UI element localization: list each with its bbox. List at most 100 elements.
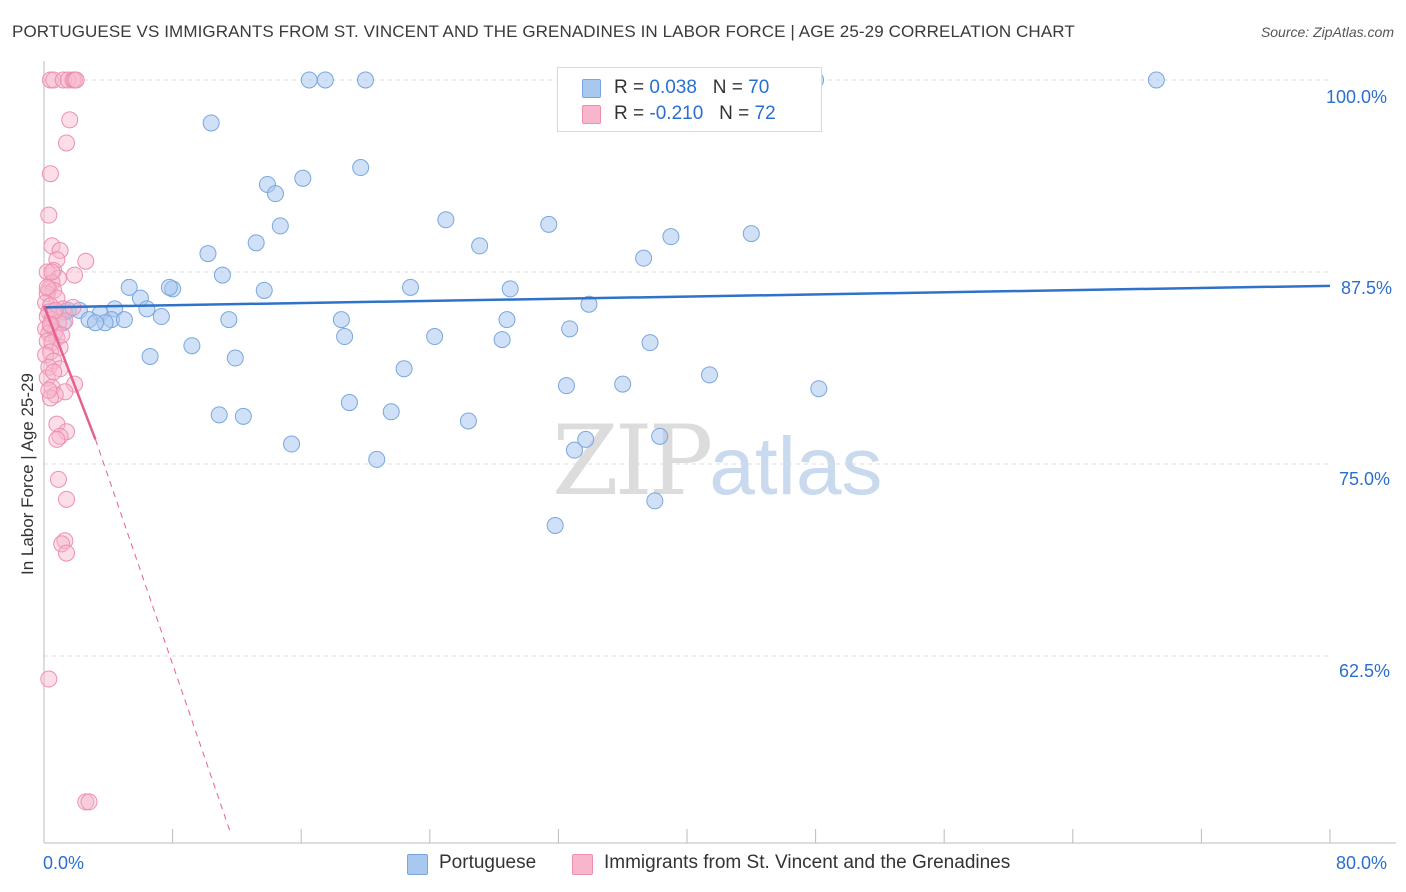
- data-point-portuguese: [247, 234, 265, 252]
- data-point-portuguese: [651, 427, 669, 445]
- data-point-portuguese: [540, 215, 558, 233]
- legend-r-value: 0.038: [649, 77, 697, 98]
- data-point-portuguese: [561, 320, 579, 338]
- y-tick-62-5: 62.5%: [1339, 661, 1391, 681]
- data-point-portuguese: [437, 211, 455, 229]
- data-point-portuguese: [368, 450, 386, 468]
- data-point-immigrants: [38, 369, 56, 387]
- data-point-portuguese: [646, 492, 664, 510]
- data-point-portuguese: [183, 337, 201, 355]
- data-point-portuguese: [565, 441, 583, 459]
- data-point-portuguese: [141, 347, 159, 365]
- data-point-portuguese: [120, 278, 138, 296]
- chart-title: PORTUGUESE VS IMMIGRANTS FROM ST. VINCEN…: [12, 22, 1075, 41]
- data-point-portuguese: [340, 394, 358, 412]
- trendline-immigrants-dashed: [94, 439, 231, 833]
- legend-swatch-pink: [582, 105, 601, 124]
- data-point-immigrants: [80, 793, 98, 811]
- data-point-portuguese: [546, 516, 564, 534]
- data-point-portuguese: [402, 278, 420, 296]
- stats-legend: R = 0.038 N = 70 R = -0.210 N = 72: [557, 67, 822, 132]
- y-tick-75: 75.0%: [1339, 469, 1391, 489]
- data-point-portuguese: [138, 300, 156, 318]
- y-axis-title: In Labor Force | Age 25-29: [18, 373, 37, 575]
- data-point-portuguese: [266, 185, 284, 203]
- data-point-portuguese: [459, 412, 477, 430]
- data-point-immigrants: [41, 165, 59, 183]
- data-point-portuguese: [635, 249, 653, 267]
- data-point-portuguese: [395, 360, 413, 378]
- data-point-portuguese: [160, 278, 178, 296]
- data-point-portuguese: [283, 435, 301, 453]
- data-point-portuguese: [210, 406, 228, 424]
- data-point-immigrants: [58, 490, 76, 508]
- trendline-portuguese: [43, 284, 1331, 309]
- data-point-portuguese: [641, 334, 659, 352]
- data-point-portuguese: [316, 71, 334, 89]
- bottom-legend-label: Immigrants from St. Vincent and the Gren…: [604, 852, 1011, 873]
- legend-r-label: R =: [614, 103, 645, 124]
- bottom-legend-swatch-blue: [407, 854, 428, 875]
- data-point-immigrants: [77, 252, 95, 270]
- data-point-immigrants: [51, 427, 69, 445]
- legend-stats-immigrants: R = -0.210 N = 72: [614, 103, 776, 125]
- trendline-immigrants: [42, 305, 97, 440]
- data-point-portuguese: [202, 114, 220, 132]
- data-point-immigrants: [61, 111, 79, 129]
- data-point-portuguese: [810, 380, 828, 398]
- y-tick-87-5: 87.5%: [1341, 278, 1393, 298]
- data-point-immigrants: [58, 134, 76, 152]
- watermark: ZIPatlas: [552, 405, 882, 517]
- legend-r-label: R =: [614, 77, 645, 98]
- data-point-immigrants: [56, 532, 74, 550]
- data-point-portuguese: [152, 308, 170, 326]
- data-point-portuguese: [701, 366, 719, 384]
- data-point-immigrants: [49, 470, 67, 488]
- data-point-portuguese: [580, 295, 598, 313]
- data-point-portuguese: [271, 217, 289, 235]
- data-point-immigrants: [58, 544, 76, 562]
- data-point-portuguese: [557, 377, 575, 395]
- data-point-immigrants: [51, 241, 69, 259]
- data-point-portuguese: [332, 311, 350, 329]
- legend-n-label: N =: [712, 77, 743, 98]
- data-point-portuguese: [577, 430, 595, 448]
- data-point-portuguese: [255, 281, 273, 299]
- bottom-legend-label: Portuguese: [439, 852, 537, 873]
- legend-r-value: -0.210: [649, 103, 704, 124]
- data-point-portuguese: [426, 328, 444, 346]
- source-credit: Source: ZipAtlas.com: [1260, 24, 1394, 40]
- data-point-portuguese: [86, 314, 104, 332]
- data-point-portuguese: [742, 225, 760, 243]
- data-point-portuguese: [471, 237, 489, 255]
- data-point-portuguese: [1147, 71, 1165, 89]
- data-point-portuguese: [493, 331, 511, 349]
- x-tick-max: 80.0%: [1336, 853, 1388, 873]
- legend-n-value: 72: [754, 103, 776, 124]
- data-point-portuguese: [199, 245, 217, 263]
- watermark-zip: ZIP: [552, 405, 713, 517]
- data-point-immigrants: [67, 71, 85, 89]
- watermark-atlas: atlas: [709, 421, 883, 512]
- data-point-immigrants: [45, 363, 63, 381]
- data-point-portuguese: [220, 311, 238, 329]
- legend-swatch-blue: [582, 79, 601, 98]
- data-point-immigrants: [45, 71, 63, 89]
- data-point-portuguese: [336, 328, 354, 346]
- bottom-legend-swatch-pink: [572, 854, 593, 875]
- data-point-immigrants: [66, 266, 84, 284]
- data-point-portuguese: [498, 311, 516, 329]
- data-point-portuguese: [294, 169, 312, 187]
- data-point-portuguese: [501, 280, 519, 298]
- data-point-portuguese: [226, 349, 244, 367]
- x-tick-min: 0.0%: [43, 853, 85, 873]
- data-point-portuguese: [382, 403, 400, 421]
- data-point-portuguese: [662, 228, 680, 246]
- data-point-immigrants: [40, 670, 58, 688]
- data-point-portuguese: [213, 266, 231, 284]
- data-point-immigrants: [43, 263, 61, 281]
- data-point-portuguese: [357, 71, 374, 89]
- data-point-immigrants: [38, 278, 56, 296]
- data-point-portuguese: [300, 71, 318, 89]
